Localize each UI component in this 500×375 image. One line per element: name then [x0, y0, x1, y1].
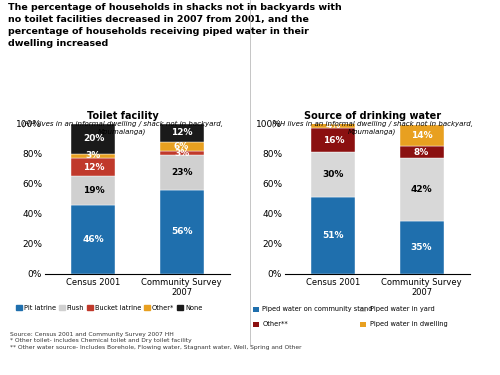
Bar	[72, 176, 116, 205]
Text: 6%: 6%	[174, 142, 189, 151]
Bar	[312, 197, 356, 274]
Text: Piped water on community stand: Piped water on community stand	[262, 306, 373, 312]
Legend: Pit latrine, Flush, Bucket latrine, Other*, None: Pit latrine, Flush, Bucket latrine, Othe…	[14, 302, 205, 313]
Text: 56%: 56%	[171, 227, 192, 236]
Bar	[160, 155, 204, 190]
Bar	[312, 122, 356, 128]
Bar	[312, 152, 356, 197]
Bar	[400, 146, 444, 158]
Bar	[160, 142, 204, 151]
Bar	[72, 158, 116, 176]
Bar	[160, 190, 204, 274]
Text: 16%: 16%	[322, 136, 344, 145]
Text: (HH lives in an informal dwelling / shack not in backyard,
Mpumalanga): (HH lives in an informal dwelling / shac…	[272, 120, 473, 135]
Text: 46%: 46%	[82, 235, 104, 244]
Text: 14%: 14%	[410, 131, 432, 140]
Text: 23%: 23%	[171, 168, 192, 177]
Text: The percentage of households in shacks not in backyards with
no toilet facilitie: The percentage of households in shacks n…	[8, 3, 342, 48]
Text: 51%: 51%	[322, 231, 344, 240]
Bar	[160, 124, 204, 142]
Text: 3%: 3%	[174, 148, 189, 158]
Text: Toilet facility: Toilet facility	[86, 111, 158, 121]
Text: 3%: 3%	[86, 152, 101, 160]
Text: 19%: 19%	[82, 186, 104, 195]
Text: Other**: Other**	[262, 321, 288, 327]
Text: 24: 24	[484, 3, 496, 12]
Bar	[72, 124, 116, 154]
Text: (HH lives in an informal dwelling / shack not in backyard,
Mpumalanga): (HH lives in an informal dwelling / shac…	[22, 120, 223, 135]
Bar	[160, 151, 204, 155]
Bar	[400, 125, 444, 146]
Text: 12%: 12%	[171, 128, 192, 137]
Bar	[400, 158, 444, 221]
Text: 42%: 42%	[410, 185, 432, 194]
Text: 30%: 30%	[323, 170, 344, 179]
Text: Source: Census 2001 and Community Survey 2007 HH
* Other toilet- includes Chemic: Source: Census 2001 and Community Survey…	[10, 332, 302, 350]
Text: 35%: 35%	[411, 243, 432, 252]
Text: 8%: 8%	[414, 148, 429, 157]
Text: Source of drinking water: Source of drinking water	[304, 111, 441, 121]
Text: 4%: 4%	[326, 121, 341, 130]
Bar	[72, 205, 116, 274]
Text: 12%: 12%	[82, 163, 104, 172]
Bar	[400, 221, 444, 274]
Bar	[72, 154, 116, 158]
Bar	[312, 128, 356, 152]
Text: Piped water in yard: Piped water in yard	[370, 306, 435, 312]
Text: 20%: 20%	[83, 134, 104, 143]
Text: Piped water in dwelling: Piped water in dwelling	[370, 321, 448, 327]
